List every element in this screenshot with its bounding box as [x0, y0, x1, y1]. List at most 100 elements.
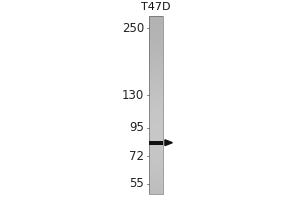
Bar: [148, 143, 164, 145]
Polygon shape: [165, 140, 172, 146]
Bar: [148, 16, 164, 18]
Bar: [148, 58, 164, 59]
Bar: [148, 47, 164, 49]
Bar: [148, 76, 164, 77]
Bar: [148, 82, 164, 83]
Bar: [148, 78, 164, 79]
Text: T47D: T47D: [141, 2, 171, 12]
Bar: [148, 158, 164, 159]
Text: 130: 130: [122, 89, 144, 102]
Bar: [148, 160, 164, 161]
Text: 95: 95: [129, 121, 144, 134]
Bar: [148, 161, 164, 163]
Bar: [148, 33, 164, 34]
Bar: [148, 153, 164, 154]
Bar: [148, 94, 164, 95]
Bar: [148, 29, 164, 31]
Bar: [148, 137, 164, 139]
Bar: [148, 187, 164, 189]
Bar: [148, 111, 164, 113]
Bar: [148, 26, 164, 27]
Bar: [148, 35, 164, 37]
Bar: [148, 105, 164, 107]
Bar: [148, 75, 164, 76]
Bar: [148, 59, 164, 60]
Bar: [148, 179, 164, 180]
Bar: [148, 170, 164, 171]
Bar: [148, 110, 164, 112]
Bar: [148, 141, 164, 145]
Bar: [148, 113, 164, 114]
Bar: [148, 164, 164, 165]
Bar: [148, 89, 164, 90]
Bar: [148, 72, 164, 74]
Bar: [148, 67, 164, 69]
Bar: [148, 139, 164, 140]
Bar: [148, 115, 164, 116]
Bar: [148, 86, 164, 88]
Bar: [148, 174, 164, 176]
Bar: [148, 36, 164, 38]
Bar: [148, 27, 164, 28]
Bar: [148, 146, 164, 147]
Bar: [148, 16, 164, 194]
Bar: [148, 140, 164, 141]
Bar: [148, 64, 164, 65]
Bar: [148, 19, 164, 20]
Bar: [148, 73, 164, 75]
Bar: [148, 165, 164, 166]
Bar: [148, 159, 164, 160]
Bar: [148, 32, 164, 33]
Bar: [148, 173, 164, 175]
Bar: [148, 127, 164, 128]
Bar: [148, 190, 164, 191]
Bar: [148, 60, 164, 62]
Bar: [148, 166, 164, 167]
Bar: [148, 84, 164, 85]
Bar: [148, 151, 164, 152]
Bar: [148, 44, 164, 45]
Bar: [148, 149, 164, 151]
Bar: [148, 85, 164, 87]
Bar: [148, 77, 164, 78]
Bar: [148, 90, 164, 91]
Bar: [148, 31, 164, 32]
Bar: [148, 178, 164, 179]
Bar: [148, 122, 164, 123]
Bar: [148, 103, 164, 104]
Bar: [148, 136, 164, 138]
Bar: [148, 147, 164, 148]
Bar: [148, 96, 164, 97]
Bar: [148, 142, 164, 144]
Bar: [148, 40, 164, 41]
Bar: [148, 130, 164, 132]
Bar: [148, 118, 164, 120]
Bar: [148, 46, 164, 47]
Text: 250: 250: [122, 22, 144, 35]
Text: 55: 55: [129, 177, 144, 190]
Bar: [148, 128, 164, 129]
Bar: [148, 121, 164, 122]
Bar: [148, 180, 164, 182]
Bar: [148, 65, 164, 66]
Bar: [148, 157, 164, 158]
Bar: [148, 79, 164, 81]
Bar: [148, 52, 164, 53]
Bar: [148, 83, 164, 84]
Bar: [148, 155, 164, 157]
Bar: [148, 88, 164, 89]
Bar: [148, 21, 164, 22]
Bar: [148, 123, 164, 125]
Bar: [148, 25, 164, 26]
Bar: [148, 34, 164, 35]
Bar: [148, 80, 164, 82]
Bar: [148, 71, 164, 72]
Bar: [148, 189, 164, 190]
Bar: [148, 41, 164, 43]
Bar: [148, 20, 164, 21]
Bar: [148, 39, 164, 40]
Text: 72: 72: [129, 150, 144, 163]
Bar: [148, 98, 164, 100]
Bar: [148, 99, 164, 101]
Bar: [148, 167, 164, 169]
